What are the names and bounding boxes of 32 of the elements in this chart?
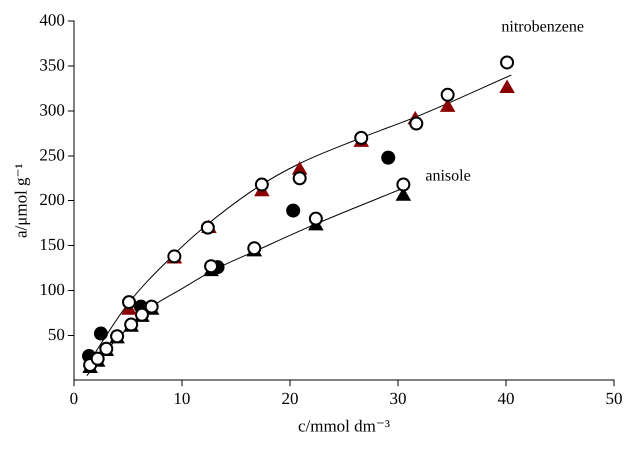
point <box>286 204 300 218</box>
y-tick-label: 200 <box>39 190 65 210</box>
y-tick-label: 100 <box>39 280 65 299</box>
point <box>500 55 514 70</box>
x-tick-label: 20 <box>281 388 298 408</box>
x-tick-label: 50 <box>606 388 622 408</box>
y-tick-label: 150 <box>39 235 65 254</box>
y-tick-label: 50 <box>48 324 65 344</box>
point <box>440 88 455 102</box>
y-tick-label: 250 <box>39 145 65 164</box>
point <box>308 212 323 226</box>
point <box>94 326 108 341</box>
y-axis-title: a/μmol g⁻¹ <box>12 163 31 238</box>
point <box>122 295 136 310</box>
x-axis-title: c/mmol dm⁻³ <box>298 416 390 436</box>
point <box>396 178 410 192</box>
x-tick-label: 30 <box>389 388 406 408</box>
y-tick-label: 400 <box>39 10 65 30</box>
x-tick-label: 10 <box>173 388 190 408</box>
x-tick-label: 40 <box>497 388 514 408</box>
point <box>500 80 514 94</box>
x-tick-label: 0 <box>70 388 78 408</box>
annotation: anisole <box>425 167 471 184</box>
y-tick-label: 300 <box>39 100 65 120</box>
y-tick-label: 350 <box>39 56 65 75</box>
point <box>254 178 269 192</box>
point <box>381 150 396 165</box>
point <box>292 171 307 186</box>
point <box>204 259 218 274</box>
point <box>354 130 368 145</box>
annotation: nitrobenzene <box>501 18 584 36</box>
point <box>409 116 424 131</box>
